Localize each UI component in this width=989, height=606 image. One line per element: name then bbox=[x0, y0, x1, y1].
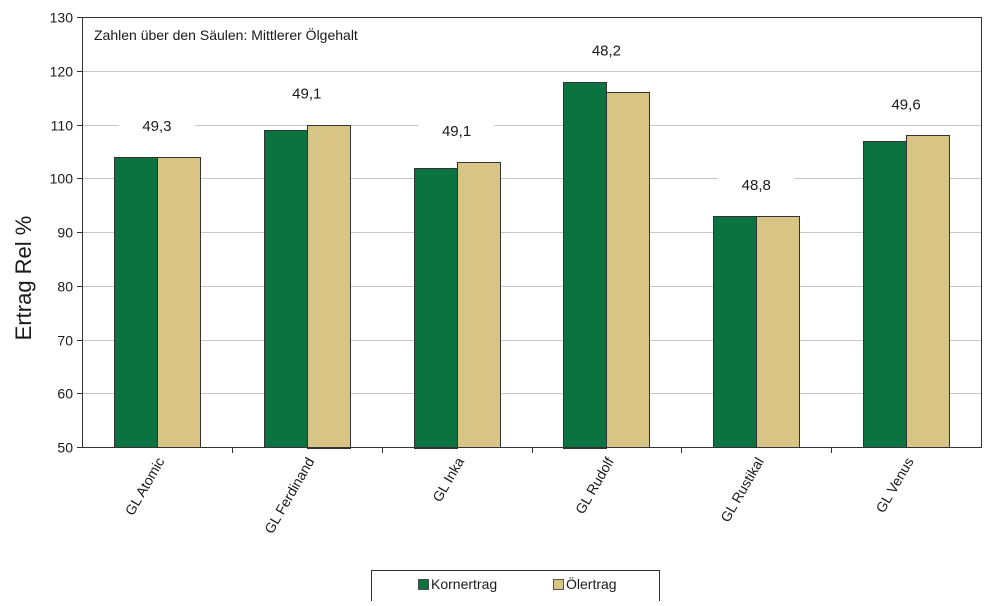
legend: Kornertrag Ölertrag bbox=[371, 570, 660, 606]
data-label-background bbox=[568, 38, 645, 63]
legend-swatch-oelertrag bbox=[553, 579, 564, 590]
y-axis-label: Ertrag Rel % bbox=[11, 216, 36, 341]
y-tick-label: 50 bbox=[57, 440, 73, 456]
data-label: 48,2 bbox=[592, 43, 621, 60]
data-label-background bbox=[418, 119, 495, 144]
x-category-label: GL Inka bbox=[429, 454, 467, 504]
bar-oelertrag bbox=[457, 162, 501, 448]
bar-oelertrag bbox=[606, 92, 650, 448]
x-category-label: GL Rustikal bbox=[717, 455, 767, 525]
y-tick-label: 60 bbox=[57, 386, 73, 402]
x-category-label: GL Ferdinand bbox=[261, 455, 317, 537]
data-label: 49,3 bbox=[142, 118, 171, 135]
data-label-background bbox=[718, 172, 795, 197]
data-label: 49,6 bbox=[891, 96, 920, 113]
y-tick-label: 110 bbox=[51, 118, 74, 134]
data-label-background bbox=[868, 92, 945, 117]
y-tick-label: 70 bbox=[57, 333, 73, 349]
bar-oelertrag bbox=[906, 135, 950, 448]
x-category-label: GL Venus bbox=[872, 455, 916, 516]
bar-kornertrag bbox=[863, 141, 907, 448]
legend-swatch-kornertrag bbox=[418, 579, 429, 590]
axes bbox=[77, 17, 982, 453]
bar-kornertrag bbox=[414, 168, 458, 449]
bar-oelertrag bbox=[157, 157, 201, 448]
bar-kornertrag bbox=[114, 157, 158, 448]
bar-oelertrag bbox=[307, 125, 351, 449]
legend-label-oelertrag: Ölertrag bbox=[566, 575, 617, 592]
data-label-background bbox=[268, 81, 345, 106]
x-category-label: GL Rudolf bbox=[572, 454, 617, 516]
y-tick-label: 130 bbox=[50, 10, 74, 26]
bar-kornertrag bbox=[563, 82, 607, 449]
y-tick-label: 120 bbox=[50, 64, 74, 80]
data-label-background bbox=[118, 113, 195, 138]
bar-oelertrag bbox=[756, 216, 800, 448]
bar-kornertrag bbox=[264, 130, 308, 448]
y-tick-label: 100 bbox=[50, 171, 74, 187]
legend-label-kornertrag: Kornertrag bbox=[431, 576, 497, 592]
bars bbox=[114, 82, 950, 449]
bar-kornertrag bbox=[713, 216, 757, 448]
y-tick-label: 90 bbox=[57, 225, 73, 241]
data-label: 49,1 bbox=[292, 86, 321, 103]
x-category-label: GL Atomic bbox=[122, 455, 168, 518]
y-tick-label: 80 bbox=[57, 279, 73, 295]
data-label: 48,8 bbox=[742, 177, 771, 194]
data-label: 49,1 bbox=[442, 123, 471, 140]
legend-box bbox=[371, 570, 660, 606]
chart-annotation: Zahlen über den Säulen: Mittlerer Ölgeha… bbox=[94, 26, 358, 43]
gridlines bbox=[82, 71, 981, 394]
